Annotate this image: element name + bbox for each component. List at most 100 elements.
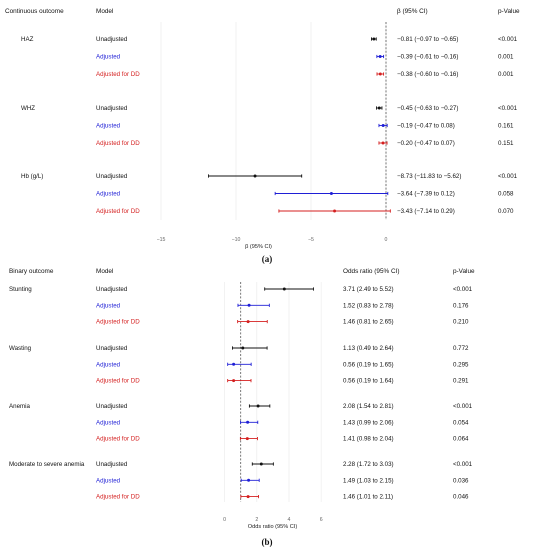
estimate-ci-text: 0.56 (0.19 to 1.65) [343,361,394,368]
model-label: Unadjusted [96,36,128,43]
model-label: Unadjusted [96,105,128,112]
estimate-ci-text: −0.38 (−0.60 to −0.16) [397,71,458,78]
estimate-ci-text: −0.45 (−0.63 to −0.27) [397,105,458,112]
outcome-label: Wasting [9,345,32,352]
p-value-text: <0.001 [498,105,518,112]
p-value-text: <0.001 [453,403,473,410]
outcome-label: WHZ [21,105,35,112]
estimate-ci-text: 1.43 (0.99 to 2.06) [343,419,394,426]
estimate-ci-text: 0.56 (0.19 to 1.64) [343,378,394,385]
p-value-text: <0.001 [453,461,473,468]
header-model: Model [96,8,113,15]
estimate-ci-text: −3.64 (−7.39 to 0.12) [397,191,455,198]
model-label: Unadjusted [96,403,128,410]
p-value-text: 0.176 [453,302,469,309]
panel-label: (a) [262,254,273,264]
point-estimate [246,495,250,499]
estimate-ci-text: −0.19 (−0.47 to 0.08) [397,123,455,130]
p-value-text: 0.291 [453,378,469,385]
model-label: Adjusted [96,419,121,426]
model-label: Adjusted [96,123,121,130]
tick-label: 0 [385,237,388,243]
header-pvalue: p-Value [498,8,520,15]
estimate-ci-text: −8.73 (−11.83 to −5.62) [397,173,461,180]
estimate-ci-text: −3.43 (−7.14 to 0.29) [397,208,455,215]
point-estimate [381,124,385,127]
model-label: Adjusted for DD [96,71,140,78]
outcome-label: Moderate to severe anemia [9,461,85,468]
model-label: Unadjusted [96,345,128,352]
p-value-text: 0.295 [453,361,469,368]
point-estimate [259,462,263,466]
p-value-text: 0.046 [453,494,469,501]
p-value-text: 0.070 [498,208,514,215]
tick-label: 6 [320,517,323,523]
estimate-ci-text: −0.20 (−0.47 to 0.07) [397,140,455,147]
p-value-text: 0.064 [453,436,469,443]
point-estimate [378,72,382,76]
header-outcome: Binary outcome [9,268,54,275]
estimate-ci-text: 3.71 (2.49 to 5.52) [343,286,394,293]
model-label: Adjusted [96,54,121,61]
tick-label: −10 [232,237,241,243]
point-estimate [378,55,382,58]
model-label: Adjusted for DD [96,378,140,385]
point-estimate [246,320,250,324]
point-estimate [372,37,376,41]
p-value-text: 0.001 [498,71,514,78]
p-value-text: 0.001 [498,54,514,61]
p-value-text: 0.151 [498,140,514,147]
point-estimate [245,437,249,441]
outcome-label: Stunting [9,286,32,293]
estimate-ci-text: 1.52 (0.83 to 2.78) [343,302,394,309]
header-estimate: β (95% CI) [397,8,428,15]
point-estimate [247,303,251,307]
estimate-ci-text: 1.13 (0.49 to 2.64) [343,345,394,352]
estimate-ci-text: 2.28 (1.72 to 3.03) [343,461,394,468]
estimate-ci-text: −0.81 (−0.97 to −0.65) [397,36,458,43]
p-value-text: <0.001 [498,173,518,180]
model-label: Unadjusted [96,286,128,293]
estimate-ci-text: −0.39 (−0.61 to −0.16) [397,54,458,61]
model-label: Adjusted [96,361,121,368]
x-axis-label: β (95% CI) [245,244,272,250]
model-label: Unadjusted [96,173,128,180]
p-value-text: <0.001 [498,36,518,43]
point-estimate [377,106,381,110]
outcome-label: Anemia [9,403,31,410]
header-pvalue: p-Value [453,268,475,275]
p-value-text: 0.161 [498,123,514,130]
model-label: Adjusted for DD [96,140,140,147]
panel-label: (b) [262,537,273,547]
p-value-text: 0.058 [498,191,514,198]
point-estimate [329,192,333,195]
header-estimate: Odds ratio (95% CI) [343,268,399,275]
point-estimate [241,346,245,350]
outcome-label: HAZ [21,36,34,43]
model-label: Adjusted for DD [96,436,140,443]
outcome-label: Hb (g/L) [21,173,43,180]
p-value-text: 0.772 [453,345,469,352]
model-label: Adjusted [96,477,121,484]
p-value-text: 0.036 [453,477,469,484]
model-label: Adjusted [96,302,121,309]
estimate-ci-text: 1.46 (0.81 to 2.65) [343,319,394,326]
header-model: Model [96,268,113,275]
estimate-ci-text: 1.46 (1.01 to 2.11) [343,494,393,501]
model-label: Adjusted for DD [96,494,140,501]
model-label: Adjusted [96,191,121,198]
point-estimate [253,174,257,178]
model-label: Adjusted for DD [96,208,140,215]
p-value-text: <0.001 [453,286,473,293]
p-value-text: 0.054 [453,419,469,426]
model-label: Adjusted for DD [96,319,140,326]
estimate-ci-text: 2.08 (1.54 to 2.81) [343,403,394,410]
point-estimate [333,209,337,213]
point-estimate [381,141,385,145]
point-estimate [282,287,286,291]
tick-label: −5 [308,237,314,243]
point-estimate [232,362,236,366]
p-value-text: 0.210 [453,319,469,326]
estimate-ci-text: 1.41 (0.98 to 2.04) [343,436,394,443]
